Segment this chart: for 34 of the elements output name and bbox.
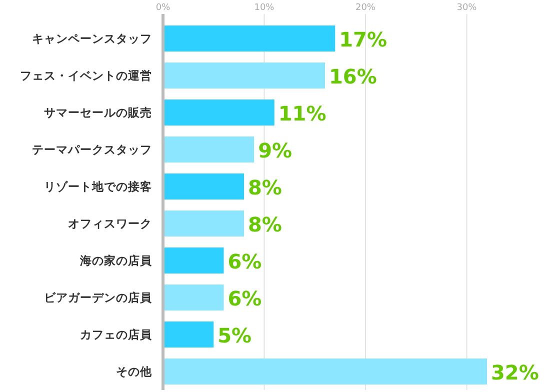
y-tick-label: フェス・イベントの運営 bbox=[20, 68, 152, 82]
data-label: 11% bbox=[278, 102, 326, 126]
bar bbox=[163, 62, 325, 88]
y-tick-label: テーマパークスタッフ bbox=[32, 142, 152, 156]
y-tick-label: その他 bbox=[116, 364, 153, 378]
data-label: 8% bbox=[248, 212, 282, 236]
y-tick-label: キャンペーンスタッフ bbox=[32, 32, 152, 46]
bar bbox=[163, 284, 224, 310]
data-label: 6% bbox=[228, 286, 262, 310]
bar bbox=[163, 100, 274, 126]
bar bbox=[163, 322, 214, 348]
data-label: 17% bbox=[339, 28, 387, 52]
bar bbox=[163, 136, 254, 162]
bar bbox=[163, 210, 244, 236]
x-tick-label: 10% bbox=[254, 3, 275, 13]
y-tick-label: オフィスワーク bbox=[68, 216, 152, 230]
bar bbox=[163, 358, 487, 384]
y-tick-label: カフェの店員 bbox=[80, 328, 153, 342]
x-tick-label: 30% bbox=[456, 3, 478, 13]
data-label: 9% bbox=[258, 138, 292, 162]
data-label: 8% bbox=[248, 176, 282, 200]
data-label: 32% bbox=[491, 360, 539, 384]
bar bbox=[163, 174, 244, 200]
data-label: 5% bbox=[218, 324, 252, 348]
y-tick-label: サマーセールの販売 bbox=[44, 106, 152, 120]
x-tick-label: 20% bbox=[355, 3, 376, 13]
data-label: 16% bbox=[329, 64, 377, 88]
bar bbox=[163, 26, 336, 52]
bar bbox=[163, 248, 224, 274]
data-label: 6% bbox=[228, 250, 262, 274]
x-tick-label: 0% bbox=[156, 3, 171, 13]
y-tick-label: リゾート地での接客 bbox=[44, 180, 152, 194]
y-tick-label: ビアガーデンの店員 bbox=[44, 290, 153, 304]
y-tick-label: 海の家の店員 bbox=[79, 254, 153, 268]
